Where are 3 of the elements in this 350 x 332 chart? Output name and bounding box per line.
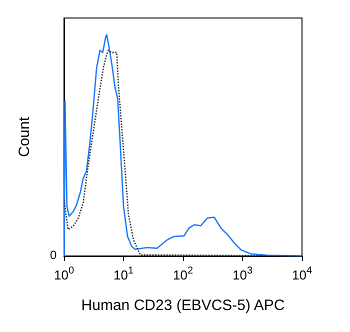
y-axis-title: Count	[16, 116, 33, 158]
x-axis-title: Human CD23 (EBVCS-5) APC	[81, 297, 285, 314]
text: 0	[50, 248, 57, 262]
